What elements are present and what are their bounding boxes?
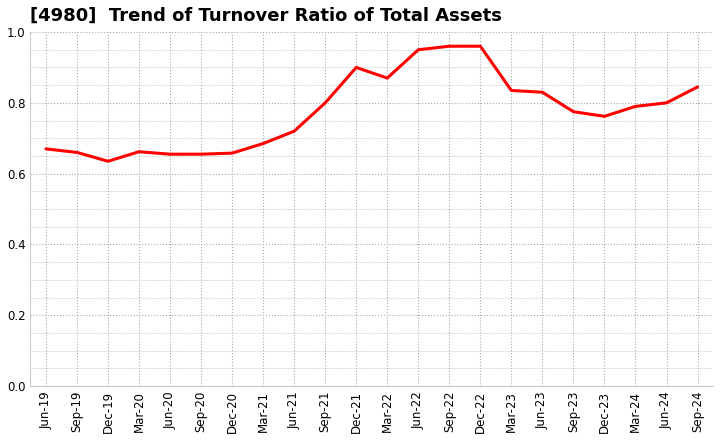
Text: [4980]  Trend of Turnover Ratio of Total Assets: [4980] Trend of Turnover Ratio of Total … [30,7,503,25]
